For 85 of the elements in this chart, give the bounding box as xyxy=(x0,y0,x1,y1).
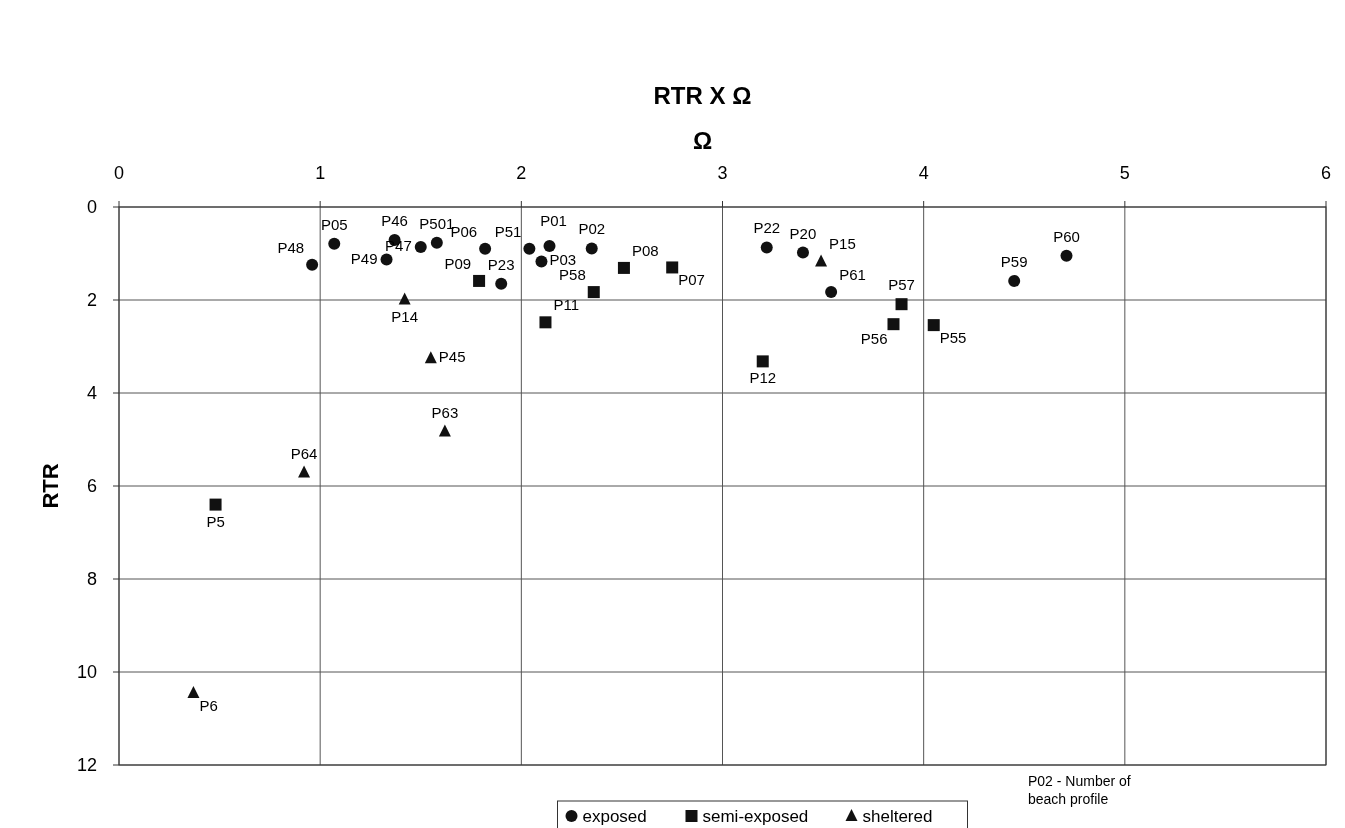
x-tick-label: 4 xyxy=(918,163,929,183)
annotation: P46 xyxy=(381,212,408,230)
point xyxy=(523,242,536,255)
point xyxy=(306,258,319,271)
annotation: P45 xyxy=(438,348,466,366)
point xyxy=(473,274,486,287)
annotation: P23 xyxy=(487,255,515,273)
annotation: P47 xyxy=(385,236,412,254)
x-axis-title: Ω xyxy=(692,127,713,154)
x-tick-label: 2 xyxy=(516,163,527,183)
point xyxy=(535,255,548,268)
annotation: P02 xyxy=(578,220,606,238)
point xyxy=(430,236,443,249)
point xyxy=(927,319,940,332)
point xyxy=(495,277,508,290)
annotation: P01 xyxy=(540,212,567,230)
point xyxy=(587,286,600,299)
annotation: P49 xyxy=(350,249,378,267)
annotation: P58 xyxy=(559,266,586,284)
y-tick-label: 0 xyxy=(86,197,97,217)
point xyxy=(438,424,451,437)
annotation: P6 xyxy=(199,696,218,714)
point xyxy=(756,355,769,368)
annotation: P48 xyxy=(277,238,305,256)
annotation: P64 xyxy=(290,444,318,462)
point xyxy=(187,685,200,698)
legend-label: exposed xyxy=(582,807,647,826)
annotation: P51 xyxy=(494,222,522,240)
point xyxy=(479,242,492,255)
annotation: P56 xyxy=(860,330,888,348)
annotation: P20 xyxy=(789,224,817,242)
x-tick-label: 0 xyxy=(113,163,125,183)
y-axis-title: RTR xyxy=(38,463,63,509)
y-tick-label: 4 xyxy=(86,383,97,403)
x-tick-label: 6 xyxy=(1320,163,1332,183)
y-tick-label: 12 xyxy=(76,755,97,775)
annotation: P03 xyxy=(549,251,577,269)
annotation: P63 xyxy=(431,403,459,421)
point xyxy=(760,241,773,254)
point xyxy=(617,261,630,274)
point xyxy=(895,298,908,311)
annotation: P05 xyxy=(320,215,348,233)
point xyxy=(398,292,411,305)
annotation: P12 xyxy=(749,369,777,387)
annotation: P06 xyxy=(450,222,478,240)
text: P02 - Number of beach profile xyxy=(1028,773,1131,807)
point xyxy=(666,261,679,274)
annotation: P60 xyxy=(1053,227,1080,245)
x-tick-label: 3 xyxy=(717,163,728,183)
annotation: P15 xyxy=(829,235,856,253)
annotation: P5 xyxy=(206,512,225,530)
point xyxy=(539,316,552,329)
point xyxy=(1008,274,1021,287)
annotation: P59 xyxy=(1000,252,1028,270)
point xyxy=(815,254,828,267)
point xyxy=(209,498,222,511)
y-tick-label: 2 xyxy=(86,290,97,310)
point xyxy=(380,253,393,266)
point xyxy=(328,237,341,250)
y-tick-label: 6 xyxy=(86,476,97,496)
y-tick-label: 10 xyxy=(76,662,97,682)
annotation: P09 xyxy=(444,254,472,272)
chart-title: RTR X Ω xyxy=(653,82,752,109)
point xyxy=(414,240,427,253)
legend-label: sheltered xyxy=(862,807,933,826)
annotation: P07 xyxy=(678,271,705,289)
point xyxy=(1060,249,1073,262)
point xyxy=(543,240,556,253)
legend-label: semi-exposed xyxy=(702,807,809,826)
point xyxy=(585,242,598,255)
y-tick-label: 8 xyxy=(86,569,97,589)
annotation: P57 xyxy=(888,276,915,294)
point xyxy=(887,318,900,331)
annotation: P08 xyxy=(631,241,659,259)
annotation: P61 xyxy=(839,266,866,284)
point xyxy=(825,286,838,299)
annotation: P11 xyxy=(553,296,580,314)
x-tick-label: 1 xyxy=(315,163,326,183)
x-tick-label: 5 xyxy=(1119,163,1130,183)
annotation: P22 xyxy=(753,219,781,237)
point xyxy=(424,351,437,364)
annotation: P55 xyxy=(939,329,967,347)
point xyxy=(298,465,311,478)
point xyxy=(796,246,809,259)
annotation: P14 xyxy=(391,307,419,325)
